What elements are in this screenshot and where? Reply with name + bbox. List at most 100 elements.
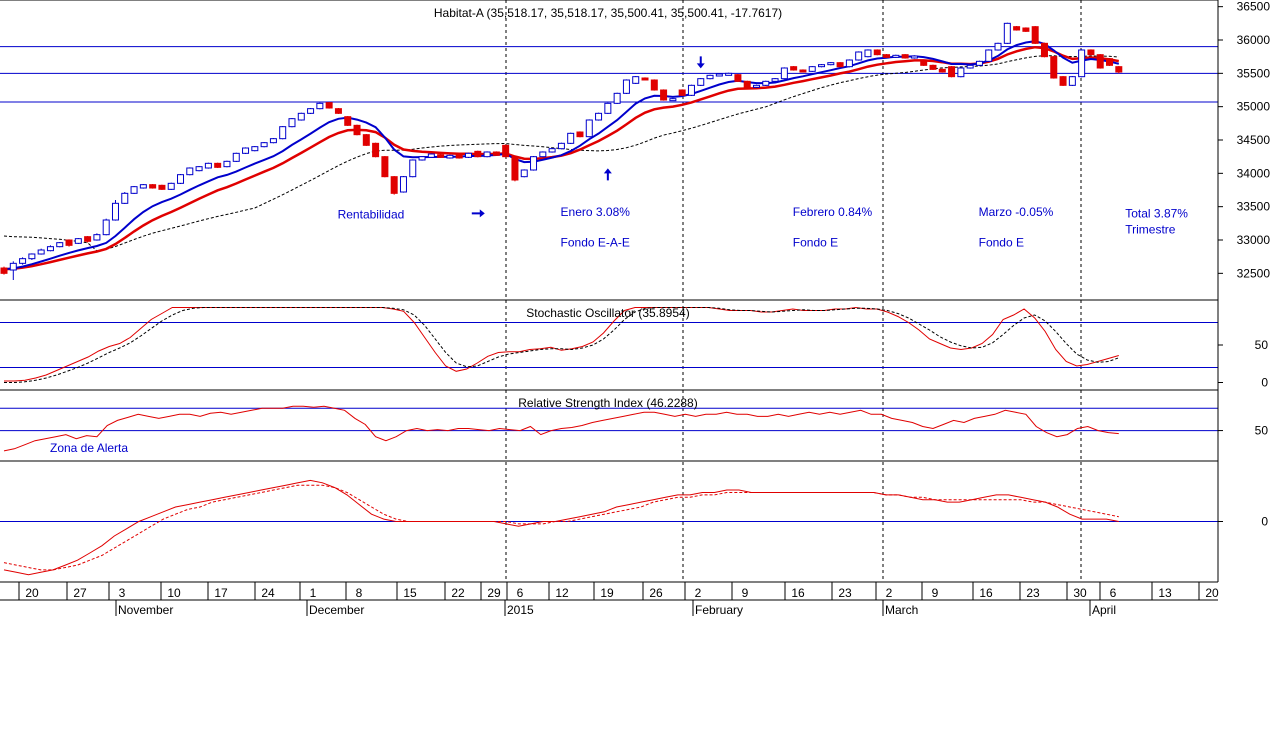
- candle-body: [539, 151, 547, 158]
- candle-body: [1059, 76, 1067, 86]
- candle-body: [743, 80, 751, 88]
- candle-body: [1106, 58, 1114, 66]
- x-day-label: 16: [791, 586, 805, 600]
- candle-body: [288, 118, 296, 128]
- return-annotation: Enero 3.08%: [561, 205, 631, 219]
- x-day-label: 2: [695, 586, 702, 600]
- x-day-label: 20: [25, 586, 39, 600]
- return-annotation: Marzo -0.05%: [979, 205, 1054, 219]
- candle-body: [483, 151, 491, 158]
- candle-body: [74, 238, 82, 244]
- candle-body: [632, 76, 640, 84]
- indicator-1-series-1: [4, 307, 1119, 383]
- candle-body: [334, 108, 342, 114]
- candle-body: [381, 156, 389, 178]
- signal-arrow-up: [603, 168, 612, 181]
- x-month-label: April: [1092, 603, 1116, 617]
- candle-body: [399, 176, 407, 193]
- candle-body: [966, 64, 974, 69]
- long-ma-line: [3, 55, 1119, 252]
- candle-body: [84, 236, 92, 242]
- price-chart-title: Habitat-A (35,518.17, 35,518.17, 35,500.…: [434, 6, 782, 20]
- x-month-label: December: [309, 603, 364, 617]
- indicator-1-y-tick-label: 0: [1261, 376, 1268, 390]
- fast-ma-line: [3, 40, 1120, 271]
- price-y-tick-label: 35000: [1237, 100, 1271, 114]
- indicator-2-annotation: Zona de Alerta: [50, 441, 128, 455]
- candle-body: [957, 67, 965, 78]
- x-day-label: 23: [838, 586, 852, 600]
- candle-body: [1068, 76, 1076, 86]
- candle-body: [585, 119, 593, 138]
- x-month-label: 2015: [507, 603, 534, 617]
- candle-body: [437, 154, 445, 158]
- candle-body: [901, 54, 909, 59]
- price-y-tick-label: 33500: [1237, 200, 1271, 214]
- candle-body: [697, 78, 705, 86]
- candle-body: [827, 62, 835, 66]
- candle-body: [1013, 26, 1021, 31]
- candle-body: [650, 79, 658, 91]
- candle-body: [678, 89, 686, 96]
- x-day-label: 10: [167, 586, 181, 600]
- candle-body: [446, 154, 454, 159]
- candle-body: [9, 262, 17, 271]
- candle-body: [297, 112, 305, 121]
- candle-body: [548, 148, 556, 153]
- return-annotation: Fondo E-A-E: [561, 236, 630, 250]
- candle-body: [1031, 26, 1039, 44]
- candle-body: [855, 51, 863, 61]
- indicator-3-series-0: [3, 479, 1119, 576]
- x-day-label: 22: [451, 586, 465, 600]
- candle-body: [845, 59, 853, 68]
- candle-body: [641, 77, 649, 81]
- return-annotation: Total 3.87%: [1125, 206, 1188, 220]
- candle-body: [195, 166, 203, 172]
- candles-layer: [0, 22, 1123, 280]
- candle-body: [780, 67, 788, 80]
- price-y-tick-label: 33000: [1237, 233, 1271, 247]
- candle-body: [530, 156, 538, 171]
- candle-body: [0, 267, 8, 274]
- price-y-tick-label: 35500: [1237, 66, 1271, 80]
- candle-body: [818, 64, 826, 68]
- candle-body: [186, 167, 194, 176]
- candle-body: [158, 184, 166, 190]
- x-day-label: 6: [1110, 586, 1117, 600]
- axes-layer: 3250033000335003400034500350003550036000…: [0, 0, 1270, 617]
- candle-body: [139, 184, 147, 189]
- candle-body: [892, 54, 900, 58]
- candle-body: [687, 84, 695, 96]
- candle-body: [1078, 49, 1086, 78]
- candle-body: [660, 89, 668, 101]
- x-day-label: 27: [73, 586, 87, 600]
- candle-body: [390, 176, 398, 194]
- candle-body: [604, 102, 612, 114]
- x-day-label: 8: [356, 586, 363, 600]
- x-day-label: 30: [1073, 586, 1087, 600]
- candle-body: [520, 169, 528, 178]
- candle-body: [762, 80, 770, 86]
- price-y-tick-label: 34000: [1237, 166, 1271, 180]
- candle-body: [975, 60, 983, 66]
- candle-body: [1003, 22, 1011, 44]
- candle-body: [19, 258, 27, 264]
- candle-body: [455, 154, 463, 159]
- candle-body: [734, 74, 742, 82]
- candle-body: [56, 242, 64, 248]
- candle-body: [725, 72, 733, 76]
- return-annotation: Trimestre: [1125, 222, 1176, 236]
- return-annotation: Fondo E: [793, 236, 838, 250]
- candle-body: [111, 202, 119, 221]
- indicator-3-y-tick-label: 0: [1261, 515, 1268, 529]
- candle-body: [1096, 54, 1104, 69]
- x-day-label: 20: [1205, 586, 1219, 600]
- candle-body: [910, 55, 918, 59]
- candle-body: [752, 84, 760, 88]
- x-day-label: 15: [403, 586, 417, 600]
- x-day-label: 9: [742, 586, 749, 600]
- candle-body: [46, 246, 54, 252]
- candle-body: [557, 142, 565, 150]
- candle-body: [427, 153, 435, 158]
